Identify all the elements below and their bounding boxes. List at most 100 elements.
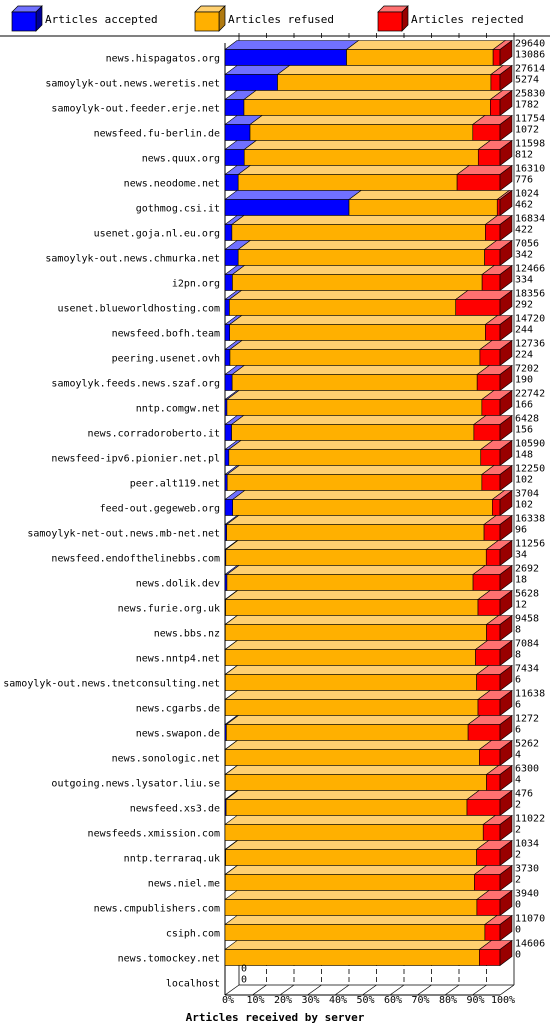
x-axis-label: Articles received by server	[186, 1011, 365, 1024]
bar-side-rejected	[499, 414, 513, 442]
bar-top-refused	[225, 715, 482, 725]
legend-swatch	[194, 11, 220, 32]
accepted-label: 342	[515, 250, 533, 261]
accepted-label: 462	[515, 200, 533, 211]
bar-side-rejected	[499, 839, 513, 867]
bar-top-refused	[229, 340, 493, 350]
bar-segment-refused	[232, 274, 483, 291]
bar-side-rejected	[499, 939, 513, 967]
total-label: 7056	[515, 239, 539, 250]
legend-item-accepted: Articles accepted	[11, 5, 158, 32]
bar-segment-rejected	[496, 199, 501, 216]
bar-segment-refused	[237, 174, 458, 191]
total-label: 14720	[515, 314, 545, 325]
category-label: newsfeed-ipv6.pionier.net.pl	[51, 454, 220, 465]
total-label: 9458	[515, 614, 539, 625]
bar-top-refused	[224, 815, 497, 825]
total-label: 11070	[515, 914, 545, 925]
accepted-label: 8	[515, 650, 521, 661]
bar-segment-refused	[224, 624, 487, 641]
category-label: outgoing.news.lysator.liu.se	[51, 779, 220, 790]
bar-segment-accepted	[224, 149, 245, 166]
bar-top-refused	[243, 90, 504, 100]
total-label: 16338	[515, 514, 545, 525]
bar-segment-rejected	[476, 899, 501, 916]
bar-segment-rejected	[485, 549, 501, 566]
bar-side-rejected	[499, 264, 513, 292]
category-label: news.neodome.net	[124, 179, 220, 190]
bar-segment-refused	[226, 399, 483, 416]
legend-swatch	[377, 11, 403, 32]
category-label: feed-out.gegeweb.org	[100, 504, 220, 515]
total-label: 12736	[515, 339, 545, 350]
category-label: news.dolik.dev	[136, 579, 220, 590]
bar-side-rejected	[499, 39, 513, 67]
category-label: samoylyk.feeds.news.szaf.org	[51, 379, 220, 390]
category-label: news.hispagatos.org	[106, 54, 220, 65]
accepted-label: 422	[515, 225, 533, 236]
bar-top-refused	[224, 615, 500, 625]
accepted-label: 2	[515, 800, 521, 811]
bar-segment-rejected	[481, 474, 501, 491]
bar-side-rejected	[499, 639, 513, 667]
accepted-label: 0	[515, 925, 521, 936]
bar-side-rejected	[499, 464, 513, 492]
bar-segment-refused	[243, 99, 491, 116]
bar-segment-accepted	[224, 224, 233, 241]
total-label: 11598	[515, 139, 545, 150]
total-label: 5628	[515, 589, 539, 600]
x-tick-label: 0%	[222, 995, 234, 1006]
accepted-label: 4	[515, 775, 521, 786]
bar-side-rejected	[499, 89, 513, 117]
bar-segment-refused	[226, 724, 469, 741]
total-label: 18356	[515, 289, 545, 300]
total-label: 0	[241, 964, 247, 975]
category-label: news.nntp4.net	[136, 654, 220, 665]
bar-segment-rejected	[479, 349, 501, 366]
legend-item-refused: Articles refused	[194, 5, 334, 32]
bar-top-refused	[276, 65, 504, 75]
bar-top-refused	[224, 590, 491, 600]
accepted-label: 0	[241, 975, 247, 986]
bar-side-rejected	[499, 364, 513, 392]
bar-segment-refused	[249, 124, 474, 141]
total-label: 22742	[515, 389, 545, 400]
bar-segment-refused	[224, 899, 478, 916]
category-label: newsfeed.xs3.de	[130, 804, 220, 815]
bar-segment-accepted	[224, 124, 251, 141]
bar-segment-rejected	[485, 324, 501, 341]
total-label: 7202	[515, 364, 539, 375]
total-label: 5262	[515, 739, 539, 750]
bar-top-refused	[243, 140, 492, 150]
x-tick-label: 70%	[411, 995, 429, 1006]
accepted-label: 2	[515, 875, 521, 886]
bar-segment-rejected	[475, 649, 501, 666]
category-label: news.cmpublishers.com	[94, 904, 220, 915]
x-tick-label: 100%	[491, 995, 515, 1006]
total-label: 29640	[515, 39, 545, 50]
bar-side-rejected	[499, 739, 513, 767]
bar-side-rejected	[499, 539, 513, 567]
accepted-label: 2	[515, 850, 521, 861]
total-label: 14606	[515, 939, 545, 950]
bar-segment-rejected	[485, 224, 501, 241]
bar-segment-refused	[229, 299, 457, 316]
plot-area: 0% 10% 20% 30% 40% 50% 60% 70% 80% 90% 100% news.hi…	[3, 33, 545, 1006]
bar-row: samoylyk-out.news.tnetconsulting.net 7434…	[3, 664, 539, 692]
bar-segment-rejected	[455, 299, 501, 316]
accepted-label: 5274	[515, 75, 539, 86]
bar-top-refused	[230, 215, 499, 225]
bar-segment-refused	[225, 849, 477, 866]
bar-side-rejected	[499, 764, 513, 792]
total-label: 11638	[515, 689, 545, 700]
